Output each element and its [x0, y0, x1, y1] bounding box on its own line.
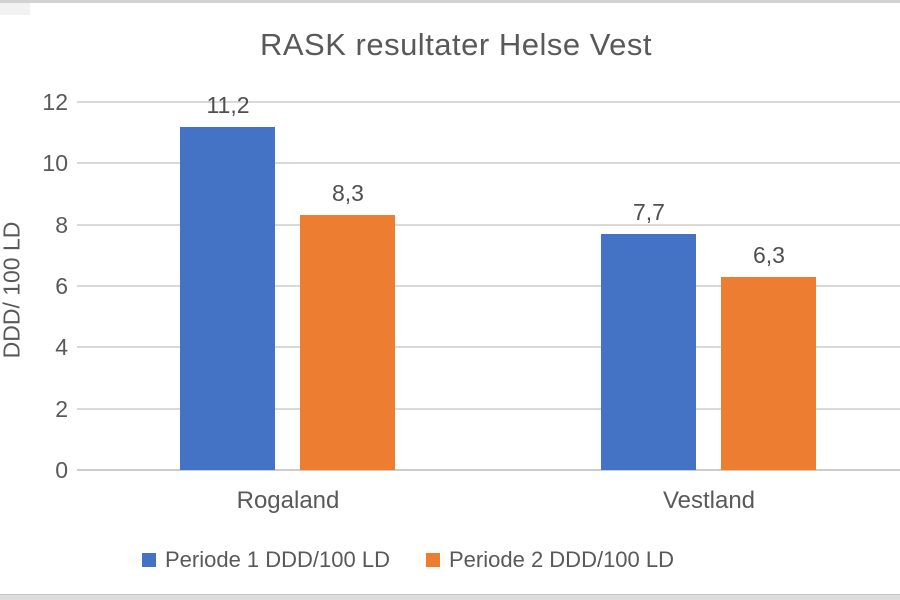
gridline-y-10	[77, 162, 900, 164]
data-label-vestland-periode-1-ddd-100-ld: 7,7	[633, 199, 665, 225]
legend-label: Periode 1 DDD/100 LD	[164, 547, 390, 572]
bar-rogaland-periode-2-ddd-100-ld	[300, 215, 395, 470]
category-label-rogaland: Rogaland	[236, 487, 340, 514]
gridline-y-0	[77, 469, 900, 471]
gridline-y-2	[77, 408, 900, 410]
bar-vestland-periode-1-ddd-100-ld	[601, 234, 696, 470]
y-tick-label-4: 4	[55, 334, 68, 360]
legend-swatch-icon	[141, 553, 156, 567]
chart-title: RASK resultater Helse Vest	[259, 27, 653, 62]
legend-swatch-icon	[426, 553, 440, 567]
gridline-y-4	[77, 346, 900, 348]
y-tick-label-0: 0	[55, 457, 68, 483]
data-label-rogaland-periode-1-ddd-100-ld: 11,2	[206, 92, 250, 118]
legend-item-periode-2-ddd-100-ld: Periode 2 DDD/100 LD	[426, 547, 674, 573]
top-left-corner-block	[0, 3, 30, 15]
y-tick-label-10: 10	[42, 150, 68, 176]
legend: Periode 1 DDD/100 LD Periode 2 DDD/100 LD	[0, 547, 816, 573]
bottom-edge-strip	[0, 594, 900, 600]
gridline-y-6	[77, 285, 900, 287]
gridline-y-8	[77, 224, 900, 226]
y-tick-label-2: 2	[55, 396, 68, 422]
data-label-vestland-periode-2-ddd-100-ld: 6,3	[753, 242, 785, 268]
y-tick-label-12: 12	[42, 89, 68, 115]
y-tick-label-6: 6	[55, 273, 68, 299]
gridline-y-12	[77, 101, 900, 103]
legend-item-periode-1-ddd-100-ld: Periode 1 DDD/100 LD	[141, 547, 390, 573]
bar-rogaland-periode-1-ddd-100-ld	[180, 127, 275, 470]
bar-vestland-periode-2-ddd-100-ld	[721, 277, 816, 470]
top-edge-strip	[0, 0, 900, 3]
y-tick-label-8: 8	[55, 212, 68, 238]
category-label-vestland: Vestland	[662, 487, 756, 514]
data-label-rogaland-periode-2-ddd-100-ld: 8,3	[332, 180, 364, 206]
legend-label: Periode 2 DDD/100 LD	[449, 547, 675, 572]
